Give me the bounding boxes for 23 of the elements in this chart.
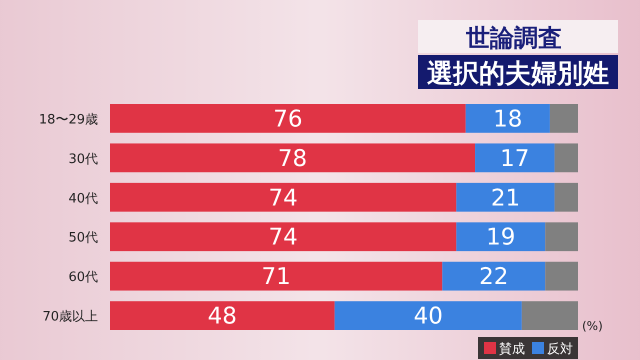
data-label: 78 — [278, 146, 308, 172]
data-label: 19 — [486, 224, 516, 251]
legend-label: 賛成 — [499, 342, 525, 357]
data-label: 74 — [268, 224, 298, 251]
y-tick-label: 30代 — [68, 152, 98, 167]
chart-title: 世論調査 — [465, 24, 562, 52]
data-label: 74 — [268, 185, 298, 212]
y-tick-label: 60代 — [68, 270, 98, 286]
data-label: 48 — [208, 304, 237, 330]
y-tick-label: 40代 — [68, 191, 98, 206]
y-tick-label: 50代 — [68, 230, 98, 246]
y-tick-label: 18〜29歳 — [38, 112, 98, 128]
chart-subtitle: 選択的夫婦別姓 — [427, 59, 609, 89]
text: (%) — [582, 319, 603, 333]
data-label: 22 — [479, 264, 508, 290]
legend-label: 反対 — [547, 341, 573, 357]
y-tick-label: 70歳以上 — [42, 310, 98, 325]
data-label: 17 — [500, 146, 530, 172]
data-label: 71 — [262, 264, 291, 290]
data-label: 21 — [490, 185, 520, 212]
data-label: 18 — [493, 106, 522, 132]
data-label: 40 — [414, 304, 443, 330]
data-label: 76 — [273, 106, 302, 132]
